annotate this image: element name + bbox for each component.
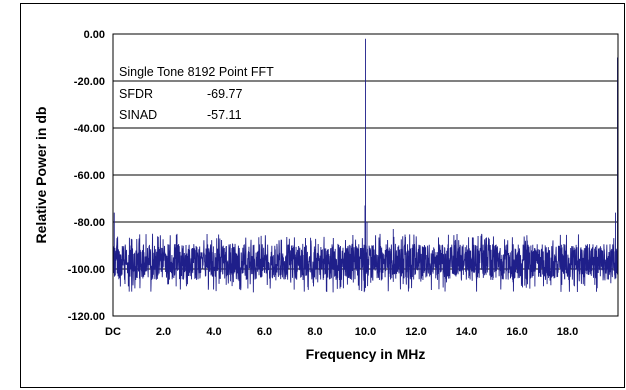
x-tick-label: 2.0 <box>156 326 171 338</box>
y-tick-label: -60.00 <box>74 170 105 182</box>
y-axis-title: Relative Power in db <box>33 107 49 244</box>
annotation-sfdr-label: SFDR <box>119 87 153 101</box>
x-tick-label: 12.0 <box>405 326 426 338</box>
annotation-box: Single Tone 8192 Point FFT SFDR -69.77 S… <box>119 65 274 122</box>
x-tick-label: DC <box>105 326 121 338</box>
annotation-sinad-label: SINAD <box>119 108 157 122</box>
y-tick-label: 0.00 <box>84 29 105 41</box>
series-fft-spectrum <box>112 38 619 293</box>
x-axis-ticks: DC 2.0 4.0 6.0 8.0 10.0 12.0 14.0 16.0 18.0 <box>105 326 578 338</box>
x-tick-label: 16.0 <box>506 326 527 338</box>
chart-frame: 0.00 -20.00 -40.00 -60.00 -80.00 -100.00 -120.… <box>20 3 625 388</box>
y-tick-label: -20.00 <box>74 76 105 88</box>
annotation-heading: Single Tone 8192 Point FFT <box>119 65 274 79</box>
x-tick-label: 18.0 <box>557 326 578 338</box>
x-axis-title: Frequency in MHz <box>306 346 426 362</box>
x-tick-label: 10.0 <box>355 326 376 338</box>
x-tick-label: 6.0 <box>257 326 272 338</box>
x-tick-label: 14.0 <box>456 326 477 338</box>
y-tick-label: -80.00 <box>74 217 105 229</box>
plot-area-border <box>112 33 619 317</box>
x-tick-label: 4.0 <box>206 326 221 338</box>
series-line <box>112 38 619 293</box>
annotation-sinad-value: -57.11 <box>207 108 242 122</box>
fft-chart: 0.00 -20.00 -40.00 -60.00 -80.00 -100.00 -120.… <box>33 29 619 362</box>
y-tick-label: -120.00 <box>68 311 105 323</box>
y-axis-ticks: 0.00 -20.00 -40.00 -60.00 -80.00 -100.00 -120.… <box>68 29 105 323</box>
x-tick-label: 8.0 <box>307 326 322 338</box>
y-tick-label: -40.00 <box>74 123 105 135</box>
y-tick-label: -100.00 <box>68 264 105 276</box>
annotation-sfdr-value: -69.77 <box>207 87 242 101</box>
